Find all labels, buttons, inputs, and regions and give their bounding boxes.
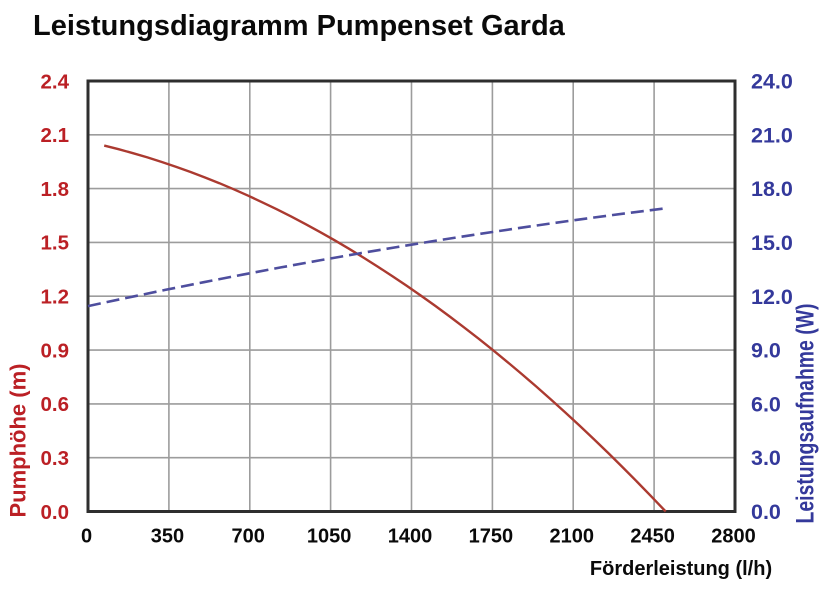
svg-text:2.1: 2.1 <box>41 124 70 147</box>
svg-text:Pumphöhe (m): Pumphöhe (m) <box>6 364 31 518</box>
svg-text:18.0: 18.0 <box>751 177 793 201</box>
svg-text:1.5: 1.5 <box>41 232 70 255</box>
svg-text:Leistungsaufnahme (W): Leistungsaufnahme (W) <box>792 304 820 524</box>
svg-text:0.3: 0.3 <box>41 447 70 470</box>
svg-text:2100: 2100 <box>550 526 595 548</box>
svg-text:Leistungsdiagramm Pumpenset Ga: Leistungsdiagramm Pumpenset Garda <box>33 10 566 42</box>
svg-text:2800: 2800 <box>711 526 756 548</box>
svg-text:2450: 2450 <box>630 526 675 548</box>
svg-text:350: 350 <box>151 526 184 548</box>
svg-text:21.0: 21.0 <box>751 123 793 147</box>
svg-text:15.0: 15.0 <box>751 231 793 255</box>
svg-text:24.0: 24.0 <box>751 70 793 94</box>
svg-text:12.0: 12.0 <box>751 285 793 309</box>
svg-text:1400: 1400 <box>388 526 433 548</box>
svg-text:0.9: 0.9 <box>41 339 70 362</box>
svg-text:700: 700 <box>232 526 265 548</box>
svg-text:6.0: 6.0 <box>751 392 781 416</box>
svg-text:1050: 1050 <box>307 526 352 548</box>
svg-text:0: 0 <box>81 526 92 548</box>
svg-text:9.0: 9.0 <box>751 339 781 363</box>
svg-text:1.2: 1.2 <box>41 286 70 309</box>
svg-text:0.6: 0.6 <box>41 393 70 416</box>
svg-text:3.0: 3.0 <box>751 446 781 470</box>
svg-text:0.0: 0.0 <box>751 500 781 524</box>
svg-text:Förderleistung (l/h): Förderleistung (l/h) <box>590 558 772 580</box>
svg-text:0.0: 0.0 <box>41 501 70 524</box>
svg-text:1750: 1750 <box>469 526 514 548</box>
svg-text:1.8: 1.8 <box>41 178 70 201</box>
svg-text:2.4: 2.4 <box>41 70 70 93</box>
